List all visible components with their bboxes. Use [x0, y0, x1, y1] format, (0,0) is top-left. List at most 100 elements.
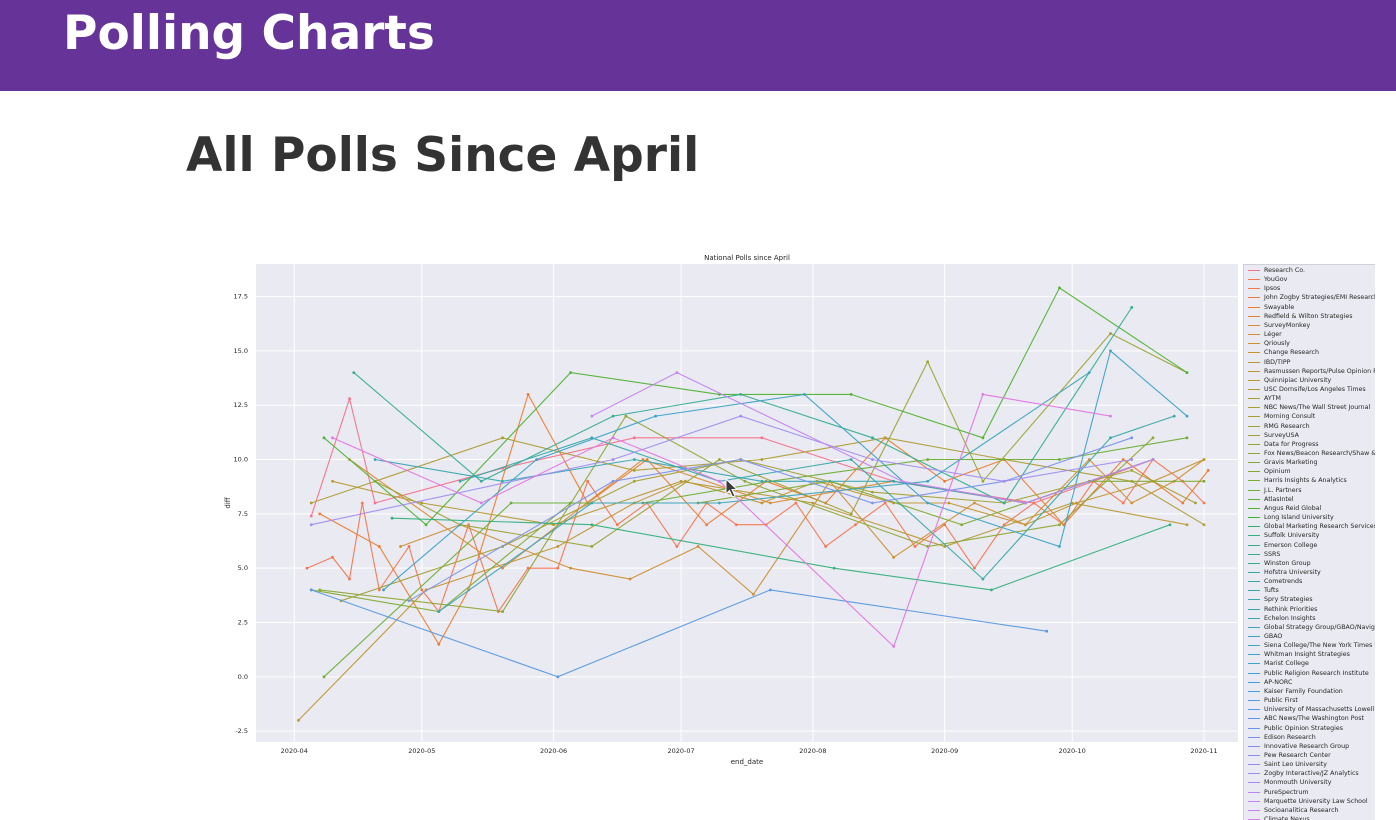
data-point: [768, 501, 772, 505]
legend-item: Global Marketing Research Services: [1244, 522, 1375, 531]
legend-swatch: [1248, 315, 1260, 317]
legend-item: Winston Group: [1244, 559, 1375, 568]
legend-swatch: [1248, 526, 1260, 528]
legend-item: AYTM: [1244, 394, 1375, 403]
data-point: [535, 458, 538, 461]
legend-swatch: [1248, 571, 1260, 573]
x-tick-label: 2020-07: [668, 747, 695, 755]
legend-label: YouGov: [1264, 276, 1288, 284]
legend-label: Marist College: [1264, 660, 1309, 668]
legend-item: Public Opinion Strategies: [1244, 724, 1375, 733]
data-point: [569, 371, 572, 375]
data-point: [458, 479, 462, 483]
data-point: [1045, 629, 1049, 633]
data-point: [739, 414, 743, 418]
data-point: [811, 501, 815, 505]
data-point: [1121, 458, 1125, 461]
data-point: [892, 645, 896, 648]
data-point: [739, 392, 743, 396]
legend-swatch: [1248, 700, 1260, 702]
data-point: [1185, 523, 1189, 527]
legend-item: Redfield & Wilton Strategies: [1244, 312, 1375, 321]
legend-label: Public First: [1264, 697, 1298, 705]
site-title[interactable]: Polling Charts: [63, 6, 435, 61]
series-rasmussen-reports-pulse-opinion-research: [373, 332, 1189, 548]
series-socioanalitica-research: [590, 371, 1155, 505]
legend-item: IBD/TIPP: [1244, 358, 1375, 367]
data-point: [1151, 458, 1155, 461]
legend-label: Spry Strategies: [1264, 596, 1313, 604]
data-point: [943, 479, 947, 483]
legend-item: GBAO: [1244, 632, 1375, 641]
data-point: [832, 566, 836, 570]
data-point: [377, 545, 381, 548]
data-point: [981, 479, 985, 483]
legend-item: Public Religion Research Institute: [1244, 669, 1375, 678]
series-line: [408, 437, 1132, 602]
data-point: [390, 516, 394, 520]
data-point: [297, 718, 300, 722]
legend-swatch: [1248, 489, 1260, 491]
legend-label: SurveyUSA: [1264, 431, 1299, 439]
legend-item: Research Co.: [1244, 266, 1375, 275]
legend-item: Public First: [1244, 696, 1375, 705]
legend-label: Suffolk University: [1264, 532, 1320, 540]
x-tick-label: 2020-05: [408, 747, 435, 755]
data-point: [407, 545, 411, 548]
data-point: [1109, 349, 1112, 353]
data-point: [739, 458, 743, 461]
legend-item: Siena College/The New York Times Upshot: [1244, 641, 1375, 650]
legend-item: Rasmussen Reports/Pulse Opinion Research: [1244, 367, 1375, 376]
legend-swatch: [1248, 599, 1260, 601]
legend-label: Morning Consult: [1264, 413, 1316, 421]
data-point: [892, 555, 896, 559]
data-point: [675, 371, 679, 375]
legend-label: Echelon Insights: [1264, 614, 1316, 622]
legend-item: J.L. Partners: [1244, 486, 1375, 495]
legend-swatch: [1248, 306, 1260, 308]
legend-label: NBC News/The Wall Street Journal: [1264, 404, 1371, 412]
data-point: [760, 436, 764, 440]
data-point: [611, 414, 615, 418]
legend-label: Gravis Marketing: [1264, 459, 1318, 467]
data-point: [679, 479, 683, 483]
data-point: [717, 501, 721, 505]
series-abc-news-the-washington-post: [382, 349, 1189, 592]
data-point: [318, 588, 322, 592]
data-point: [871, 501, 874, 505]
data-point: [1168, 523, 1172, 527]
data-point: [556, 545, 560, 548]
legend-label: Socioanalitica Research: [1264, 806, 1339, 814]
data-point: [1202, 479, 1206, 483]
data-point: [900, 479, 904, 483]
series-pew-research-center: [309, 588, 1049, 679]
legend-swatch: [1248, 443, 1260, 445]
data-point: [1181, 501, 1185, 505]
data-point: [331, 479, 334, 483]
legend-item: Change Research: [1244, 348, 1375, 357]
legend-item: John Zogby Strategies/EMI Research: [1244, 293, 1375, 302]
data-point: [348, 577, 351, 581]
legend-swatch: [1248, 535, 1260, 537]
legend-swatch: [1248, 434, 1260, 436]
legend-item: Fox News/Beacon Research/Shaw & Co. Rese…: [1244, 449, 1375, 458]
chart-legend: Research Co. YouGov Ipsos John Zogby Strate…: [1243, 264, 1375, 820]
legend-swatch: [1248, 425, 1260, 427]
data-point: [501, 436, 504, 440]
data-point: [556, 566, 560, 570]
legend-label: USC Dornsife/Los Angeles Times: [1264, 385, 1366, 393]
legend-item: Global Strategy Group/GBAO/Navigator Res…: [1244, 623, 1375, 632]
x-tick-label: 2020-04: [281, 747, 308, 755]
data-point: [883, 436, 887, 440]
legend-swatch: [1248, 782, 1260, 784]
y-axis-label: diff: [224, 497, 232, 508]
legend-swatch: [1248, 453, 1260, 454]
legend-label: Ipsos: [1264, 285, 1281, 293]
legend-swatch: [1248, 663, 1260, 665]
legend-swatch: [1248, 379, 1260, 381]
legend-label: John Zogby Strategies/EMI Research: [1264, 294, 1375, 302]
legend-label: Winston Group: [1264, 559, 1311, 567]
legend-swatch: [1248, 773, 1260, 775]
data-point: [1130, 306, 1134, 309]
legend-swatch: [1248, 462, 1260, 464]
